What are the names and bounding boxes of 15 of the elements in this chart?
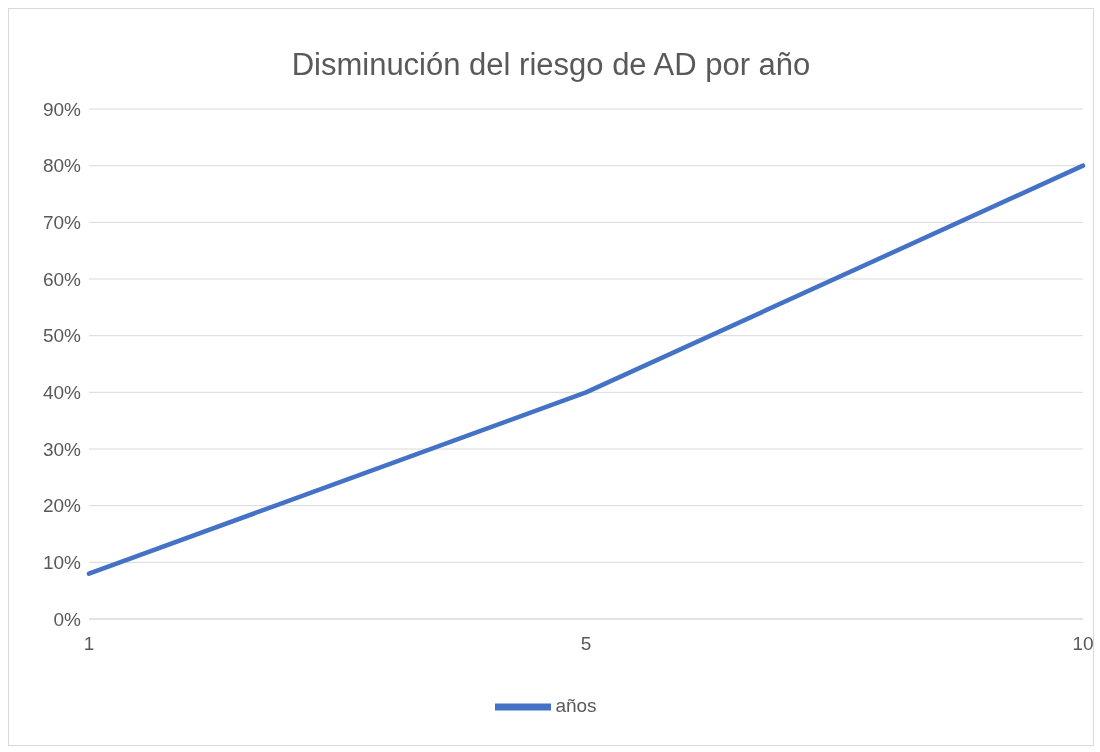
- y-tick-label: 70%: [42, 212, 82, 234]
- chart-title: Disminución del riesgo de AD por año: [290, 47, 812, 83]
- y-tick-label: 80%: [42, 155, 82, 177]
- x-tick-label: 10: [1072, 633, 1094, 655]
- y-tick-label: 20%: [42, 495, 82, 517]
- legend-label: años: [555, 695, 597, 717]
- y-tick-label: 90%: [42, 98, 82, 120]
- y-tick-label: 50%: [42, 325, 82, 347]
- y-tick-label: 30%: [42, 438, 82, 460]
- y-tick-label: 60%: [42, 268, 82, 290]
- y-tick-label: 0%: [53, 608, 82, 630]
- x-tick-label: 5: [580, 633, 592, 655]
- y-tick-label: 40%: [42, 382, 82, 404]
- x-tick-label: 1: [83, 633, 95, 655]
- y-tick-label: 10%: [42, 552, 82, 574]
